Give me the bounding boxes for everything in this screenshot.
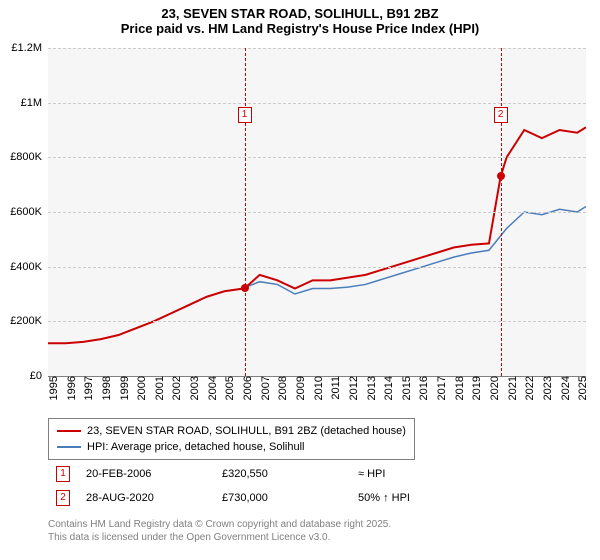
y-gridline <box>48 267 586 268</box>
y-axis-label: £400K <box>10 261 48 273</box>
event-delta: ≈ HPI <box>350 462 418 486</box>
event-marker: 1 <box>238 107 252 123</box>
event-dot <box>497 172 505 180</box>
legend-item: 23, SEVEN STAR ROAD, SOLIHULL, B91 2BZ (… <box>57 423 406 439</box>
title-line-1: 23, SEVEN STAR ROAD, SOLIHULL, B91 2BZ <box>0 6 600 21</box>
x-axis-label: 2023 <box>538 376 554 400</box>
x-axis-label: 2009 <box>291 376 307 400</box>
y-gridline <box>48 157 586 158</box>
event-date: 20-FEB-2006 <box>78 462 214 486</box>
legend-label: HPI: Average price, detached house, Soli… <box>87 441 305 453</box>
legend-label: 23, SEVEN STAR ROAD, SOLIHULL, B91 2BZ (… <box>87 425 406 437</box>
x-axis-label: 1996 <box>62 376 78 400</box>
x-axis-label: 2022 <box>520 376 536 400</box>
x-axis-label: 2025 <box>573 376 589 400</box>
x-axis-label: 1999 <box>115 376 131 400</box>
x-axis-label: 2011 <box>326 376 342 400</box>
x-axis-label: 2005 <box>220 376 236 400</box>
x-axis-label: 2021 <box>503 376 519 400</box>
event-row: 1 20-FEB-2006£320,550≈ HPI <box>48 462 418 486</box>
y-axis-label: £1M <box>21 97 48 109</box>
series-line-price_paid <box>48 127 586 343</box>
x-axis-label: 1998 <box>97 376 113 400</box>
y-axis-label: £800K <box>10 151 48 163</box>
x-axis-label: 2016 <box>414 376 430 400</box>
event-vline <box>245 48 246 376</box>
event-date: 28-AUG-2020 <box>78 486 214 510</box>
x-axis-label: 2010 <box>309 376 325 400</box>
x-axis-label: 2006 <box>238 376 254 400</box>
event-price: £320,550 <box>214 462 350 486</box>
x-axis-label: 2017 <box>432 376 448 400</box>
event-dot <box>241 284 249 292</box>
legend-swatch <box>57 430 81 432</box>
x-axis-label: 2020 <box>485 376 501 400</box>
event-number-box: 1 <box>56 466 70 482</box>
x-axis-label: 2013 <box>362 376 378 400</box>
y-axis-label: £200K <box>10 315 48 327</box>
y-gridline <box>48 48 586 49</box>
x-axis-label: 2014 <box>379 376 395 400</box>
x-axis-label: 2007 <box>256 376 272 400</box>
x-axis-label: 2012 <box>344 376 360 400</box>
x-axis-label: 2001 <box>150 376 166 400</box>
x-axis-label: 2024 <box>556 376 572 400</box>
x-axis-label: 2004 <box>203 376 219 400</box>
event-row: 2 28-AUG-2020£730,00050% ↑ HPI <box>48 486 418 510</box>
y-axis-label: £1.2M <box>11 42 48 54</box>
legend-item: HPI: Average price, detached house, Soli… <box>57 439 406 455</box>
x-axis-label: 1997 <box>79 376 95 400</box>
event-marker: 2 <box>494 107 508 123</box>
series-line-hpi <box>48 207 586 344</box>
event-price: £730,000 <box>214 486 350 510</box>
event-delta: 50% ↑ HPI <box>350 486 418 510</box>
legend: 23, SEVEN STAR ROAD, SOLIHULL, B91 2BZ (… <box>48 418 415 460</box>
footer-line-2: This data is licensed under the Open Gov… <box>48 531 391 544</box>
y-gridline <box>48 103 586 104</box>
x-axis-label: 2000 <box>132 376 148 400</box>
x-axis-label: 2019 <box>467 376 483 400</box>
event-number-box: 2 <box>56 490 70 506</box>
x-axis-label: 2002 <box>167 376 183 400</box>
chart-title: 23, SEVEN STAR ROAD, SOLIHULL, B91 2BZ P… <box>0 0 600 36</box>
events-table: 1 20-FEB-2006£320,550≈ HPI 2 28-AUG-2020£73… <box>48 462 418 510</box>
y-axis-label: £600K <box>10 206 48 218</box>
x-axis-label: 2008 <box>273 376 289 400</box>
y-gridline <box>48 321 586 322</box>
x-axis-label: 1995 <box>44 376 60 400</box>
event-vline <box>501 48 502 376</box>
legend-swatch <box>57 446 81 448</box>
footer-attribution: Contains HM Land Registry data © Crown c… <box>48 518 391 544</box>
title-line-2: Price paid vs. HM Land Registry's House … <box>0 21 600 36</box>
y-gridline <box>48 212 586 213</box>
x-axis-label: 2003 <box>185 376 201 400</box>
x-axis-label: 2015 <box>397 376 413 400</box>
chart-plot-area: £0£200K£400K£600K£800K£1M£1.2M1995199619… <box>48 48 586 377</box>
x-axis-label: 2018 <box>450 376 466 400</box>
footer-line-1: Contains HM Land Registry data © Crown c… <box>48 518 391 531</box>
